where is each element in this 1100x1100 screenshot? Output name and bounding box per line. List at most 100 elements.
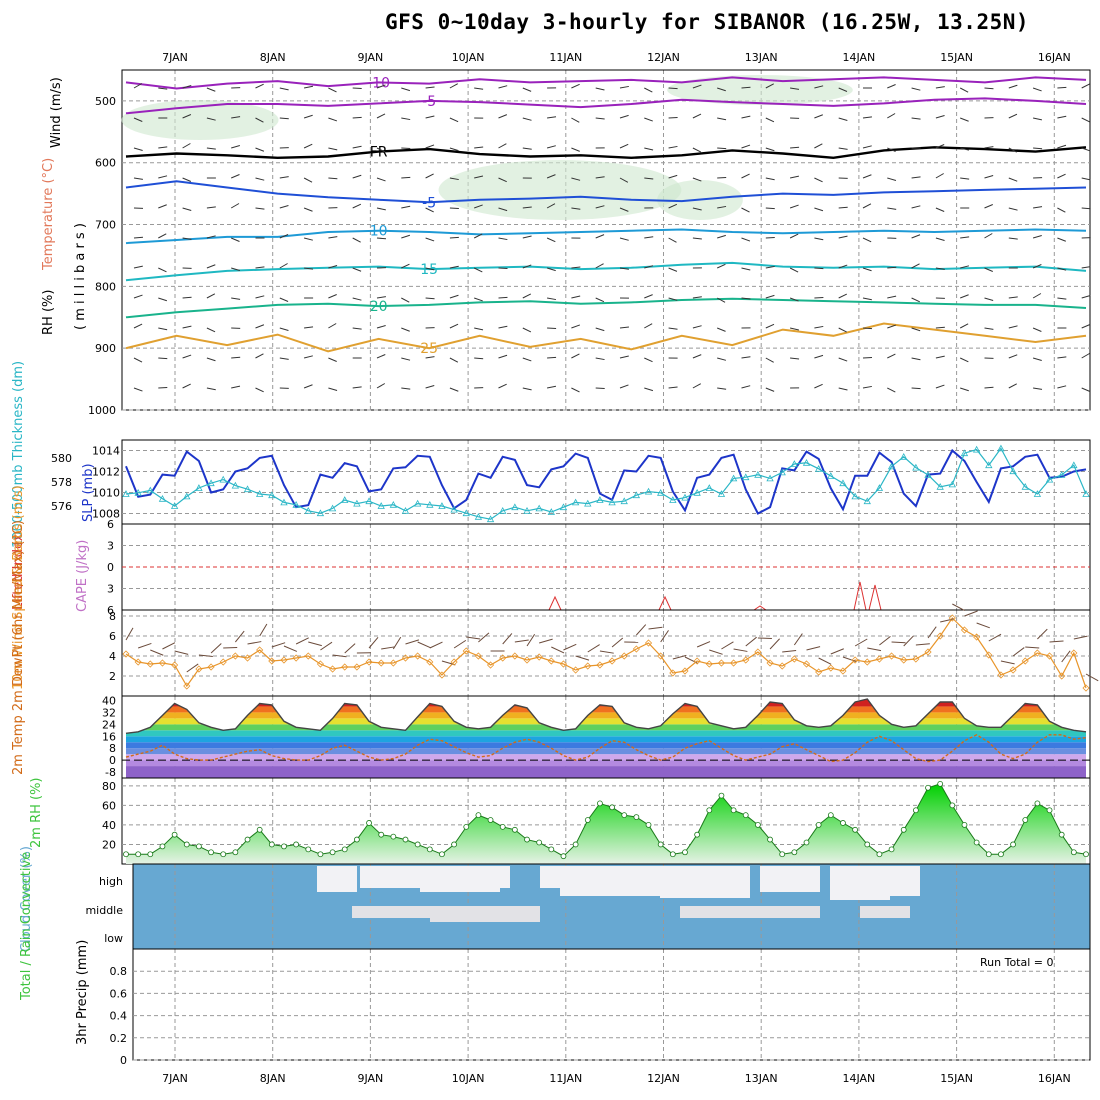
wind-barb [692, 325, 702, 329]
date-label-bottom: 14JAN [842, 1072, 875, 1085]
wind10-barb [502, 633, 513, 645]
rh-point [426, 846, 433, 853]
wind-barb [668, 297, 678, 301]
li-tick-label: 3 [107, 540, 114, 553]
wind-barb [741, 144, 751, 149]
wind-barb [230, 203, 240, 209]
rh-point [706, 807, 713, 814]
wind10-barb [526, 633, 536, 647]
date-label-top: 16JAN [1038, 51, 1071, 64]
wind-barb [498, 207, 508, 212]
wind-barb [376, 147, 386, 153]
thickness-point [596, 496, 604, 503]
mid-cloud-gap [352, 906, 432, 918]
mid-cloud-gap [760, 906, 820, 918]
thickness-point [231, 481, 240, 489]
wind-barb [1008, 147, 1017, 153]
wind-barb [984, 233, 993, 239]
wind10-barb [599, 650, 614, 654]
rh-point [329, 849, 336, 856]
wind10-point [219, 658, 227, 666]
thickness-point [243, 485, 252, 493]
wind-barb [644, 323, 653, 329]
wind-barb [1081, 324, 1091, 329]
wind-barb [1081, 353, 1090, 359]
rh-point [499, 823, 506, 830]
date-label-top: 14JAN [842, 51, 875, 64]
wind-barb [522, 87, 532, 92]
wind-barb [984, 327, 994, 330]
isotherm-label: 25 [420, 341, 438, 357]
wind-barb [571, 177, 581, 181]
wind10-barb [466, 636, 481, 640]
isotherm-line [125, 76, 1087, 90]
thickness-point [353, 499, 361, 507]
wind-barb [814, 237, 824, 241]
wind-barb [1032, 87, 1042, 92]
wind-barb [1008, 207, 1018, 211]
thickness-point [985, 461, 993, 469]
wind-barb [862, 267, 872, 272]
high-cloud-gap [560, 866, 660, 896]
rh-point [754, 822, 761, 828]
wind10-point [888, 652, 896, 660]
wind10-barb [903, 635, 914, 647]
wind-barb [158, 175, 168, 179]
thickness-point [657, 488, 665, 496]
wind-barb [328, 357, 337, 362]
wind-barb [182, 325, 192, 329]
wind10-barb [733, 648, 748, 652]
thickness-point [900, 452, 908, 460]
wind10-barb [867, 647, 882, 652]
wind-barb [328, 265, 338, 269]
wind10-point [158, 659, 167, 667]
rh-point [1058, 831, 1065, 838]
wind-barb [1081, 295, 1091, 299]
wind-barb [838, 235, 848, 239]
wind-barb [644, 236, 654, 239]
wind-barb [279, 297, 289, 302]
rh-tick-label: 40 [102, 819, 116, 832]
wind-barb [133, 323, 143, 329]
wind-barb [911, 234, 921, 239]
temp-band [126, 760, 1086, 767]
wind-barb [571, 324, 581, 329]
temp-tick-label: 40 [102, 694, 116, 707]
thickness-point [1021, 482, 1029, 490]
rh-point [1046, 807, 1053, 814]
li-spike [753, 605, 767, 611]
wind-barb [814, 177, 823, 183]
thickness-point [255, 490, 264, 497]
rh-point [937, 780, 944, 787]
rh-point [244, 836, 251, 843]
wind-barb [255, 266, 265, 269]
wind-barb [328, 387, 338, 391]
wind-barb [741, 115, 751, 119]
wind10-barb [940, 618, 954, 623]
wind10-point [195, 665, 203, 673]
wind-barb [498, 177, 507, 183]
isotherm-label: -10 [367, 75, 390, 91]
wind10-point [900, 656, 908, 664]
thickness-point [705, 484, 713, 491]
wind10-point [693, 657, 701, 665]
wind-barb [935, 207, 945, 212]
cape-li-panel: 6 3 0 3 6 [107, 518, 1091, 617]
wind10-barb [696, 641, 711, 648]
wind-barb [133, 265, 143, 269]
wind-barb [376, 237, 387, 240]
wind-barb [717, 387, 727, 390]
thickness-tick-label: 580 [51, 452, 72, 465]
wind-barb [1081, 177, 1091, 181]
rh-point [815, 822, 822, 828]
wind10-barb [283, 645, 298, 652]
thickness-point [280, 498, 288, 506]
wind-barb [887, 266, 897, 269]
wind-barb [644, 387, 654, 392]
wind-barb [425, 86, 435, 89]
rh-point [281, 843, 287, 850]
wind10-point [122, 650, 130, 658]
wind-barb [546, 174, 556, 179]
wind-barb [376, 113, 386, 119]
ylabel-cape: CAPE (J/kg) [75, 540, 90, 612]
